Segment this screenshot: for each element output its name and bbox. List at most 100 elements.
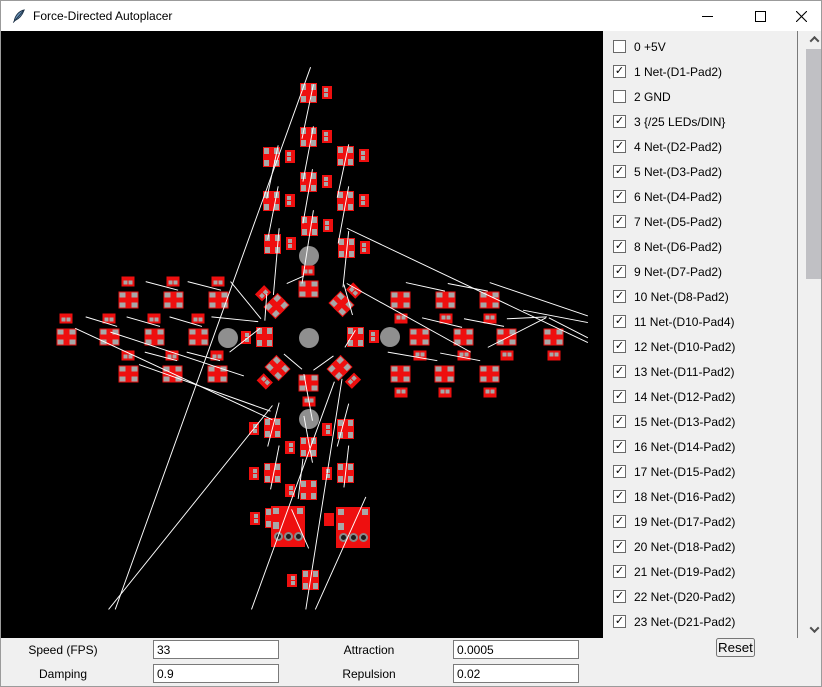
led-component[interactable]	[262, 147, 295, 167]
led-component[interactable]	[346, 327, 379, 347]
net-label: 2 GND	[634, 89, 671, 104]
net-edge	[387, 351, 438, 362]
net-checkbox[interactable]: ✓	[613, 415, 626, 428]
net-checkbox[interactable]: ✓	[613, 465, 626, 478]
pad	[287, 239, 292, 243]
led-pad-tile	[284, 150, 295, 163]
net-checkbox[interactable]: ✓	[613, 165, 626, 178]
led-body	[336, 191, 354, 211]
led-component[interactable]	[337, 238, 370, 258]
net-list-item[interactable]: ✓ 1 Net-(D1-Pad2)	[603, 59, 797, 84]
pad	[263, 160, 269, 166]
net-checkbox[interactable]: ✓	[613, 365, 626, 378]
net-checkbox[interactable]	[613, 90, 626, 103]
net-list-item[interactable]: ✓ 6 Net-(D4-Pad2)	[603, 184, 797, 209]
net-list-item[interactable]: 2 GND	[603, 84, 797, 109]
maximize-icon	[755, 10, 766, 22]
net-list-item[interactable]: ✓ 18 Net-(D16-Pad2)	[603, 484, 797, 509]
minimize-button[interactable]	[685, 1, 730, 31]
net-list-item[interactable]: ✓ 10 Net-(D8-Pad2)	[603, 284, 797, 309]
net-list-item[interactable]: 0 +5V	[603, 34, 797, 59]
pad	[310, 140, 316, 146]
net-checkbox[interactable]: ✓	[613, 540, 626, 553]
led-pad-tile	[322, 219, 333, 232]
net-list-item[interactable]: ✓ 20 Net-(D18-Pad2)	[603, 534, 797, 559]
net-checkbox[interactable]: ✓	[613, 615, 626, 628]
scrollbar-thumb[interactable]	[806, 49, 821, 279]
connector-component[interactable]	[336, 507, 370, 548]
repulsion-input[interactable]	[453, 664, 579, 683]
net-checkbox[interactable]: ✓	[613, 65, 626, 78]
led-component[interactable]	[300, 216, 333, 236]
led-component[interactable]	[336, 146, 369, 166]
pad	[347, 192, 353, 198]
net-checkbox[interactable]: ✓	[613, 565, 626, 578]
net-edge	[305, 378, 343, 610]
net-checkbox[interactable]: ✓	[613, 115, 626, 128]
net-list-item[interactable]: ✓ 12 Net-(D10-Pad2)	[603, 334, 797, 359]
pad	[286, 157, 291, 161]
mounting-hole	[299, 246, 319, 266]
net-list-item[interactable]: ✓ 8 Net-(D6-Pad2)	[603, 234, 797, 259]
net-list-item[interactable]: ✓ 22 Net-(D20-Pad2)	[603, 584, 797, 609]
net-edge	[267, 402, 280, 447]
net-checkbox[interactable]: ✓	[613, 340, 626, 353]
net-edge	[343, 445, 350, 488]
net-list-item[interactable]: ✓ 14 Net-(D12-Pad2)	[603, 384, 797, 409]
net-list-item[interactable]: ✓ 17 Net-(D15-Pad2)	[603, 459, 797, 484]
net-list-item[interactable]: ✓ 19 Net-(D17-Pad2)	[603, 509, 797, 534]
net-list-item[interactable]: ✓ 15 Net-(D13-Pad2)	[603, 409, 797, 434]
net-checkbox[interactable]: ✓	[613, 265, 626, 278]
net-checkbox[interactable]: ✓	[613, 315, 626, 328]
net-list-item[interactable]: ✓ 7 Net-(D5-Pad2)	[603, 209, 797, 234]
net-checkbox[interactable]: ✓	[613, 215, 626, 228]
net-label: 19 Net-(D17-Pad2)	[634, 514, 736, 529]
led-pad-tile	[359, 241, 370, 254]
net-checkbox[interactable]: ✓	[613, 140, 626, 153]
pad	[323, 93, 328, 97]
net-checkbox[interactable]: ✓	[613, 515, 626, 528]
net-label: 8 Net-(D6-Pad2)	[634, 239, 723, 254]
scroll-down-button[interactable]	[805, 621, 821, 638]
pad	[323, 132, 328, 136]
maximize-button[interactable]	[738, 1, 783, 31]
net-checkbox[interactable]: ✓	[613, 390, 626, 403]
net-list-item[interactable]: ✓ 23 Net-(D21-Pad2)	[603, 609, 797, 634]
net-label: 14 Net-(D12-Pad2)	[634, 389, 736, 404]
net-list-item[interactable]: ✓ 11 Net-(D10-Pad4)	[603, 309, 797, 334]
net-label: 5 Net-(D3-Pad2)	[634, 164, 723, 179]
net-list-item[interactable]: ✓ 13 Net-(D11-Pad2)	[603, 359, 797, 384]
net-checkbox[interactable]: ✓	[613, 290, 626, 303]
attraction-label: Attraction	[343, 643, 395, 657]
net-list-item[interactable]: ✓ 4 Net-(D2-Pad2)	[603, 134, 797, 159]
damping-input[interactable]	[153, 664, 279, 683]
speed-input[interactable]	[153, 640, 279, 659]
scroll-up-button[interactable]	[805, 31, 821, 48]
close-button[interactable]	[780, 1, 821, 31]
net-edge	[405, 282, 446, 292]
net-list-scrollbar[interactable]	[805, 31, 821, 638]
net-list-item[interactable]: ✓ 9 Net-(D7-Pad2)	[603, 259, 797, 284]
led-pad-tile	[285, 237, 296, 250]
net-list-item[interactable]: ✓ 3 {/25 LEDs/DIN}	[603, 109, 797, 134]
attraction-input[interactable]	[453, 640, 579, 659]
net-list-item[interactable]: ✓ 21 Net-(D19-Pad2)	[603, 559, 797, 584]
net-edge	[548, 317, 589, 339]
net-checkbox[interactable]	[613, 40, 626, 53]
net-checkbox[interactable]: ✓	[613, 190, 626, 203]
net-list-item[interactable]: ✓ 5 Net-(D3-Pad2)	[603, 159, 797, 184]
net-checkbox[interactable]: ✓	[613, 440, 626, 453]
net-checkbox[interactable]: ✓	[613, 240, 626, 253]
net-edge	[336, 403, 350, 447]
pad	[273, 148, 279, 154]
net-edge	[301, 210, 314, 284]
net-checkbox[interactable]: ✓	[613, 590, 626, 603]
pad	[324, 226, 329, 230]
led-component[interactable]	[336, 191, 369, 211]
reset-button[interactable]: Reset	[716, 638, 755, 657]
led-component[interactable]	[262, 191, 295, 211]
net-edge	[138, 364, 271, 412]
net-list-item[interactable]: ✓ 16 Net-(D14-Pad2)	[603, 434, 797, 459]
net-checkbox[interactable]: ✓	[613, 490, 626, 503]
placement-canvas[interactable]	[1, 31, 603, 638]
